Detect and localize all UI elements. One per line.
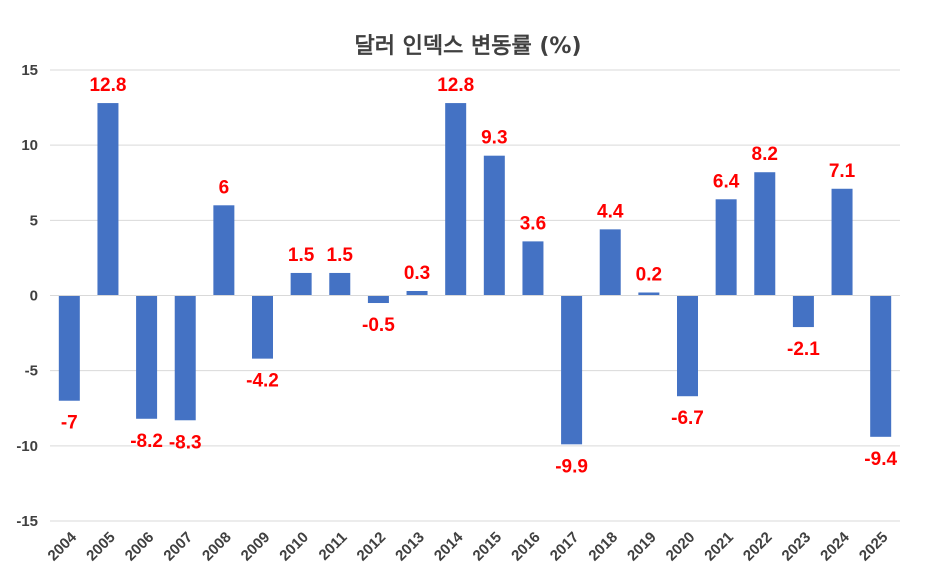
data-label: 0.2 [636, 264, 662, 285]
data-label: 4.4 [597, 201, 624, 222]
data-label: -8.3 [169, 432, 202, 453]
x-tick-label: 2017 [547, 529, 583, 565]
bar [522, 241, 544, 296]
data-label: -7 [61, 413, 78, 434]
data-label: -2.1 [787, 339, 820, 360]
data-label: -9.9 [555, 456, 588, 477]
bar [483, 155, 505, 296]
x-tick-label: 2023 [779, 529, 815, 565]
x-tick-label: 2007 [160, 529, 196, 565]
bar [831, 188, 853, 296]
x-tick-label: 2005 [83, 529, 119, 565]
bar [677, 295, 698, 397]
bar [213, 205, 235, 296]
data-label: 0.3 [404, 263, 430, 284]
bar [599, 229, 621, 296]
x-tick-label: 2012 [354, 529, 390, 565]
x-tick-label: 2025 [856, 529, 892, 565]
bar [792, 295, 814, 328]
x-tick-label: 2018 [585, 529, 621, 565]
chart-title: 달러 인덱스 변동률 (%) [354, 34, 582, 59]
x-tick-label: 2010 [276, 529, 312, 565]
x-tick-label: 2020 [663, 529, 699, 565]
data-label: -8.2 [130, 431, 163, 452]
x-tick-label: 2016 [508, 529, 544, 565]
bar [445, 103, 467, 296]
x-tick-label: 2019 [624, 529, 660, 565]
y-tick-label: 5 [30, 212, 38, 229]
data-label: -6.7 [671, 408, 704, 429]
y-tick-label: -10 [16, 438, 38, 455]
y-tick-label: 10 [21, 137, 38, 154]
x-tick-label: 2011 [316, 529, 351, 564]
bar [290, 272, 312, 296]
data-label: 12.8 [89, 75, 126, 96]
data-label: -0.5 [362, 315, 395, 336]
bar [252, 295, 273, 359]
data-label: 3.6 [520, 213, 546, 234]
bar [174, 295, 196, 421]
y-tick-label: -5 [25, 363, 38, 380]
data-label: 7.1 [829, 161, 856, 182]
x-tick-label: 2013 [392, 529, 428, 565]
x-tick-label: 2021 [701, 529, 737, 565]
x-tick-label: 2014 [431, 528, 467, 564]
data-label: 9.3 [481, 128, 507, 149]
x-tick-label: 2008 [199, 529, 235, 565]
y-tick-label: 0 [30, 288, 38, 305]
x-tick-label: 2022 [740, 529, 776, 565]
x-tick-label: 2006 [122, 529, 158, 565]
data-label: -9.4 [864, 449, 897, 470]
data-label: 1.5 [288, 245, 315, 266]
y-tick-label: -15 [16, 513, 38, 530]
x-tick-label: 2024 [817, 528, 853, 564]
y-tick-label: 15 [21, 62, 38, 79]
bar [329, 272, 351, 296]
data-label: -4.2 [246, 371, 279, 392]
bar [406, 290, 428, 296]
bar [561, 295, 583, 445]
x-tick-label: 2015 [470, 529, 506, 565]
bar [754, 172, 776, 296]
bar [58, 295, 80, 401]
bar [97, 103, 119, 296]
x-tick-label: 2009 [238, 529, 274, 565]
data-label: 8.2 [752, 144, 778, 165]
bar [638, 292, 660, 296]
data-label: 12.8 [437, 75, 474, 96]
bar [870, 295, 892, 437]
bar [367, 295, 389, 304]
data-label: 1.5 [327, 245, 354, 266]
bar [136, 295, 158, 419]
data-label: 6.4 [713, 171, 740, 192]
data-label: 6 [219, 177, 230, 198]
bar [715, 199, 737, 296]
x-tick-label: 2004 [45, 528, 81, 564]
